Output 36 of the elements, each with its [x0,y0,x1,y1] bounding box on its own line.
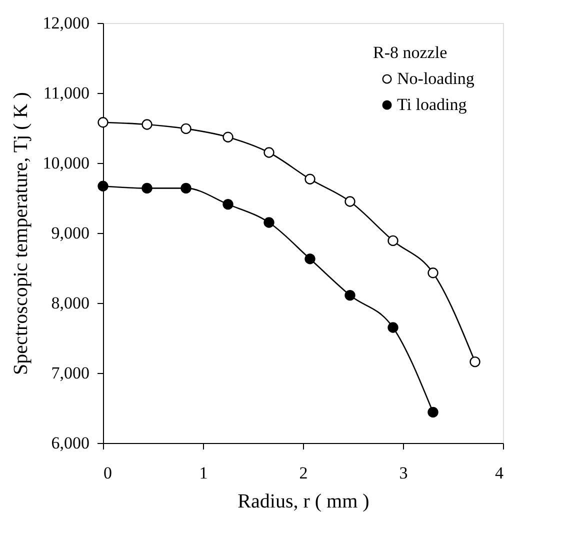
x-tick-label: 4 [495,464,504,482]
point [264,147,274,158]
y-tick-label: 8,000 [51,294,90,312]
legend-title: R-8 nozzle [373,43,448,62]
y-tick-label: 10,000 [42,154,90,172]
point [344,196,356,207]
y-axis-title: Spectroscopic temperature, Tj ( K ) [10,92,32,375]
x-tick-label: 0 [104,464,112,482]
point [222,198,234,210]
point [98,117,108,128]
point [180,182,192,194]
point [428,268,438,278]
y-tick-label: 12,000 [42,14,90,32]
legend-label: Ti loading [397,95,468,114]
y-tick-label: 11,000 [43,84,90,102]
legend-label: No-loading [397,69,475,88]
y-tick-label: 7,000 [51,364,90,382]
point [388,322,398,333]
point [264,217,274,228]
point [470,356,480,368]
point [388,235,398,246]
point [428,406,438,418]
x-tick-label: 2 [299,464,308,482]
point [222,132,234,142]
point [304,174,316,184]
point [142,182,152,194]
x-tick-label: 1 [199,464,208,482]
point [344,290,356,301]
y-tick-label: 9,000 [51,224,90,242]
point [180,123,192,134]
point [98,180,108,192]
x-axis-title: Radius, r ( mm ) [238,490,370,512]
point [142,119,152,130]
y-tick-label: 6,000 [51,434,90,452]
x-tick-label: 3 [399,464,408,482]
point [304,254,316,264]
